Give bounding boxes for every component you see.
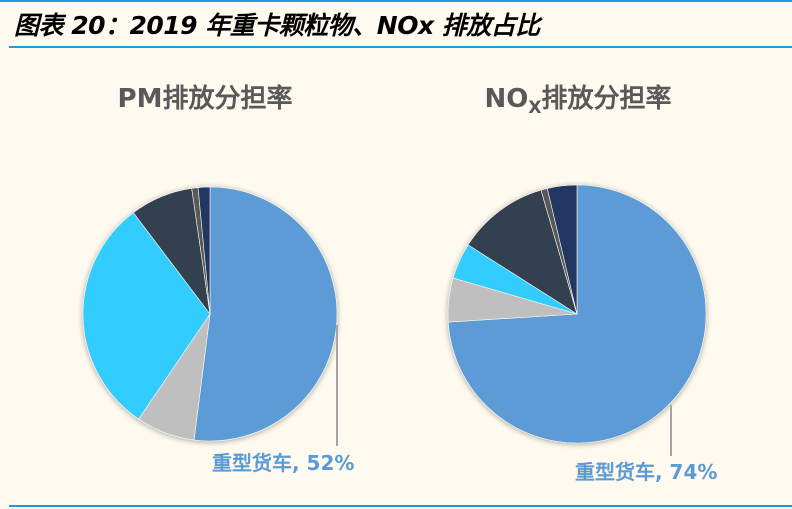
nox-chart-title: NOX排放分担率: [485, 78, 672, 118]
pie-slice-5: [197, 186, 211, 315]
title-underline: [9, 46, 792, 48]
pie-slice-2: [82, 212, 211, 420]
pm-chart-title: PM排放分担率: [117, 84, 293, 114]
top-rule: [0, 0, 792, 2]
pm-pie: [82, 186, 338, 442]
nox-pie: [447, 184, 707, 444]
figure-title: 图表 20：2019 年重卡颗粒物、NOx 排放占比: [14, 11, 540, 40]
nox-data-label: 重型货车, 74%: [575, 460, 717, 484]
nox-title-suffix: 排放分担率: [541, 84, 672, 114]
pie-slice-0: [193, 186, 338, 442]
bottom-rule: [9, 505, 792, 507]
pie-slice-5: [546, 184, 578, 315]
nox-title-main: NO: [484, 84, 529, 114]
pm-data-label: 重型货车, 52%: [212, 451, 354, 475]
nox-title-subscript: X: [528, 98, 542, 118]
